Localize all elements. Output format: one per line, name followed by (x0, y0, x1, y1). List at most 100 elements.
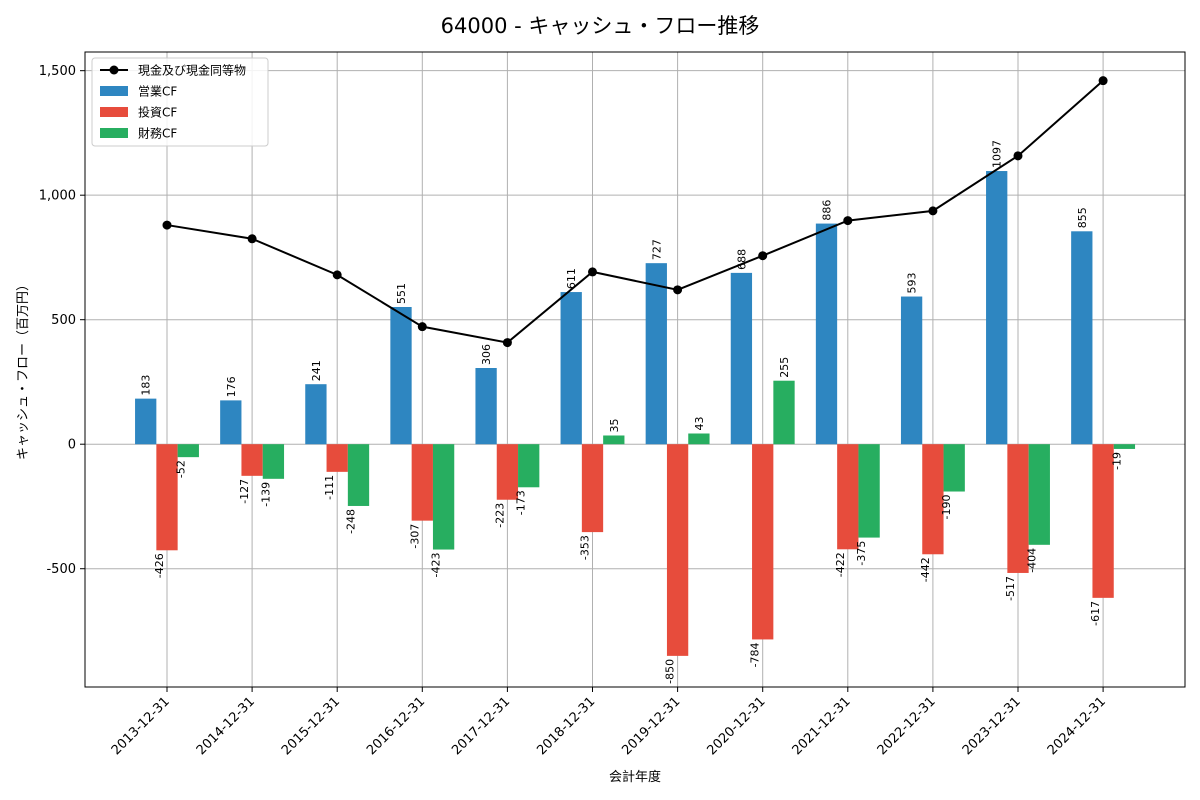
data-label: -353 (579, 535, 592, 560)
data-label: -517 (1004, 576, 1017, 601)
data-label: -223 (493, 503, 506, 528)
bar-投資CF (752, 444, 774, 640)
data-label: -19 (1110, 452, 1123, 470)
data-label: 183 (140, 375, 153, 396)
bar-財務CF (773, 380, 795, 445)
data-label: 176 (225, 376, 238, 397)
data-labels-layer: 183 176 241 551 306 611 727 688 886 593 1097 855 -42… (140, 140, 1124, 684)
cash-line-marker (332, 270, 342, 280)
legend-marker-swatch (109, 65, 119, 75)
bar-財務CF (688, 433, 710, 445)
x-tick-label: 2018-12-31 (534, 694, 598, 758)
bar-投資CF (326, 444, 348, 472)
bar-営業CF (730, 272, 753, 445)
bar-営業CF (305, 384, 327, 445)
legend-label: 投資CF (138, 105, 177, 120)
data-label: 43 (693, 416, 706, 430)
cash-line-marker (1098, 76, 1108, 86)
x-tick-label: 2024-12-31 (1045, 694, 1109, 758)
bar-財務CF (262, 444, 285, 479)
x-tick-label: 2017-12-31 (449, 694, 513, 758)
data-label: -442 (919, 557, 932, 582)
data-label: -423 (430, 553, 443, 578)
data-label: 241 (310, 360, 323, 381)
cash-line-marker (758, 251, 768, 261)
bar-投資CF (837, 444, 859, 550)
data-label: -617 (1089, 601, 1102, 626)
data-label: 688 (735, 249, 748, 270)
bar-財務CF (603, 435, 625, 445)
y-axis-label: キャッシュ・フロー（百万円） (16, 278, 31, 460)
bar-投資CF (156, 444, 178, 551)
bar-財務CF (177, 444, 199, 458)
x-tick-label: 2016-12-31 (364, 694, 428, 758)
bar-投資CF (241, 444, 263, 476)
data-label: -375 (855, 541, 868, 566)
legend-bar-swatch (100, 107, 128, 117)
cash-line-marker (843, 216, 853, 226)
cash-line-marker (928, 206, 938, 216)
data-label: 1097 (991, 140, 1004, 168)
bar-投資CF (1092, 444, 1114, 598)
bar-財務CF (858, 444, 880, 538)
bar-営業CF (1071, 231, 1093, 445)
y-tick-label: 0 (68, 438, 76, 453)
cash-line-marker (247, 234, 257, 244)
x-tick-label: 2013-12-31 (109, 694, 173, 758)
x-tick-label: 2020-12-31 (704, 694, 768, 758)
grid-lines (85, 52, 1185, 687)
bar-営業CF (475, 368, 497, 445)
bar-投資CF (581, 444, 604, 533)
y-tick-label: -500 (46, 562, 76, 577)
bar-営業CF (815, 223, 838, 445)
cash-line-marker (673, 285, 683, 295)
legend-label: 財務CF (138, 126, 177, 141)
bar-財務CF (432, 444, 455, 550)
data-label: 35 (608, 418, 621, 432)
data-label: -139 (259, 482, 272, 507)
data-label: -127 (238, 479, 251, 504)
legend-bar-swatch (100, 128, 128, 138)
cash-line-marker (162, 220, 172, 230)
bar-営業CF (560, 292, 582, 445)
chart-title: 64000 - キャッシュ・フロー推移 (441, 14, 760, 38)
bar-財務CF (518, 444, 540, 488)
bar-投資CF (666, 444, 689, 656)
data-label: -404 (1025, 548, 1038, 573)
legend-box (91, 57, 269, 147)
legend-label: 営業CF (138, 85, 177, 99)
bar-投資CF (411, 444, 433, 521)
data-label: 611 (565, 268, 578, 289)
bar-投資CF (496, 444, 519, 500)
cash-line-marker (502, 338, 512, 348)
x-tick-label: 2022-12-31 (875, 694, 939, 758)
data-label: -52 (174, 460, 187, 478)
x-tick-label: 2015-12-31 (279, 694, 343, 758)
bar-営業CF (986, 171, 1008, 445)
bar-財務CF (1113, 444, 1136, 449)
data-label: 255 (778, 357, 791, 378)
data-label: 727 (650, 239, 663, 260)
y-tick-label: 1,500 (39, 64, 76, 79)
data-label: -111 (323, 475, 336, 500)
bar-投資CF (922, 444, 944, 555)
data-label: -190 (940, 495, 953, 520)
bars-layer (135, 171, 1136, 656)
data-label: 593 (906, 273, 919, 294)
legend-label: 現金及び現金同等物 (138, 63, 246, 78)
bar-財務CF (1028, 444, 1050, 545)
data-label: 306 (480, 344, 493, 365)
x-tick-label: 2021-12-31 (790, 694, 854, 758)
cash-line-marker (1013, 151, 1023, 161)
cash-line-layer (162, 76, 1108, 348)
bar-営業CF (645, 263, 667, 445)
data-label: 855 (1076, 207, 1089, 228)
plot-area-frame (84, 51, 1186, 688)
bar-財務CF (347, 444, 370, 506)
data-label: 886 (821, 200, 834, 221)
x-tick-label: 2014-12-31 (194, 694, 258, 758)
data-label: -422 (834, 552, 847, 577)
cash-line-marker (417, 322, 427, 332)
